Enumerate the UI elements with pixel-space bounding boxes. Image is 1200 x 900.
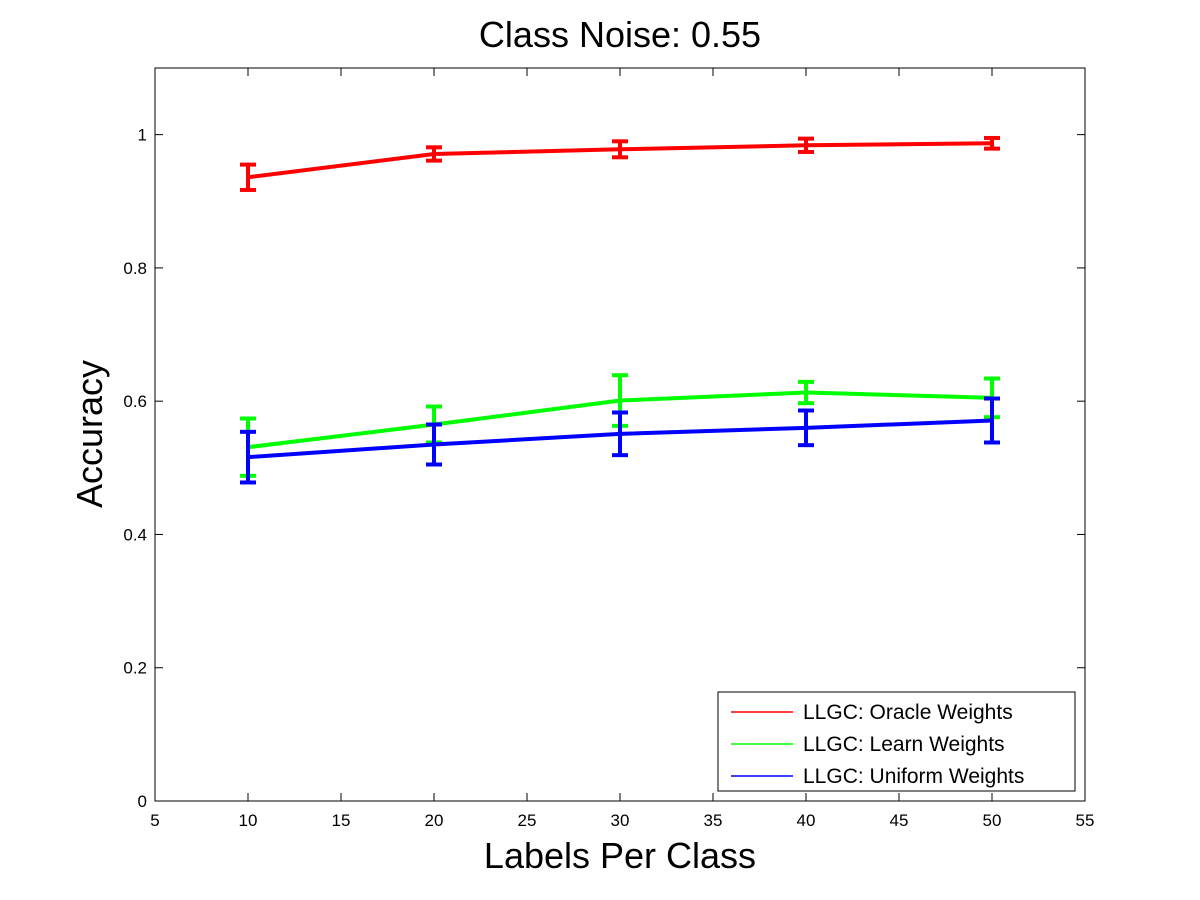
data-point	[805, 392, 807, 394]
x-tick-label: 30	[611, 811, 630, 830]
chart-title: Class Noise: 0.55	[479, 14, 761, 55]
data-point	[619, 400, 621, 402]
data-point	[619, 433, 621, 435]
data-point	[247, 176, 249, 178]
series-layer	[240, 135, 1000, 485]
y-tick-label: 0	[138, 792, 147, 811]
legend-box	[717, 691, 1076, 792]
x-tick-label: 55	[1076, 811, 1095, 830]
legend-label: LLGC: Oracle Weights	[803, 701, 1013, 724]
x-tick-label: 5	[150, 811, 159, 830]
series-3	[240, 396, 1000, 485]
x-tick-label: 25	[518, 811, 537, 830]
y-tick-label: 0.2	[123, 659, 147, 678]
legend-label: LLGC: Learn Weights	[803, 733, 1005, 756]
x-tick-label: 15	[332, 811, 351, 830]
data-point	[247, 456, 249, 458]
data-point	[433, 153, 435, 155]
data-point	[619, 148, 621, 150]
y-tick-label: 0.4	[123, 525, 147, 544]
x-tick-label: 50	[983, 811, 1002, 830]
y-tick-label: 0.8	[123, 259, 147, 278]
x-tick-label: 40	[797, 811, 816, 830]
data-point	[433, 443, 435, 445]
x-axis-title: Labels Per Class	[484, 835, 756, 876]
x-axis-ticks: 5 10 15 20 25 30 35 40 45 50 55	[150, 68, 1094, 830]
data-point	[805, 427, 807, 429]
y-axis-title: Accuracy	[69, 360, 110, 508]
y-axis-ticks: 0 0.2 0.4 0.6 0.8 1	[123, 126, 1085, 811]
x-tick-label: 10	[239, 811, 258, 830]
y-tick-label: 1	[138, 126, 147, 145]
x-tick-label: 45	[890, 811, 909, 830]
x-tick-label: 35	[704, 811, 723, 830]
legend: LLGC: Oracle Weights LLGC: Learn Weights L…	[717, 691, 1076, 792]
data-point	[991, 420, 993, 422]
legend-label: LLGC: Uniform Weights	[803, 765, 1024, 788]
data-point	[805, 144, 807, 146]
series-1	[240, 135, 1000, 192]
x-tick-label: 20	[425, 811, 444, 830]
y-tick-label: 0.6	[123, 392, 147, 411]
data-point	[991, 142, 993, 144]
